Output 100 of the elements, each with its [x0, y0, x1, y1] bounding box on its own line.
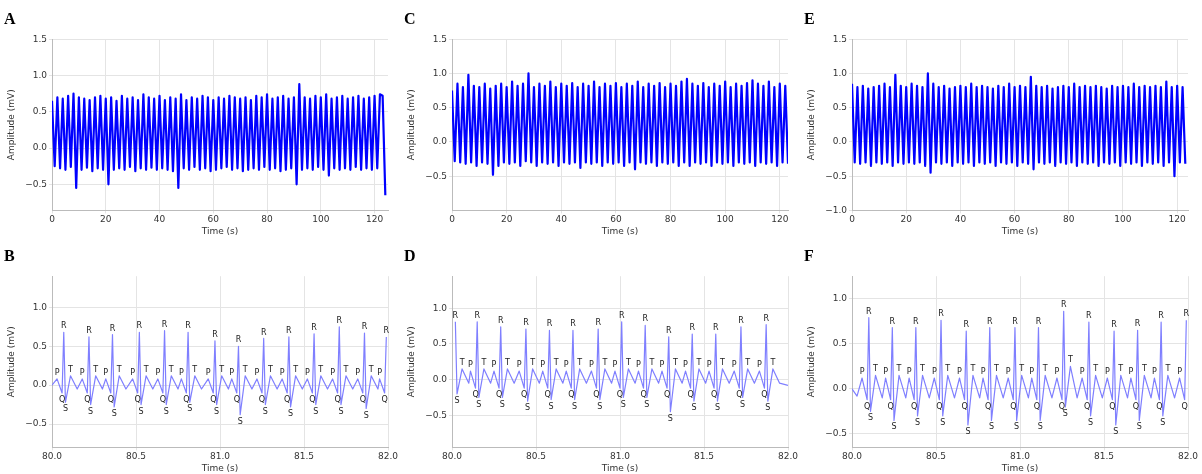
annotation: R [235, 335, 242, 345]
x-tick-label: 81.5 [293, 451, 315, 462]
y-tick-label: 1.0 [432, 67, 448, 78]
annotation: P [178, 368, 184, 377]
x-tick-label: 0 [49, 214, 56, 225]
annotation: P [589, 360, 595, 370]
y-tick-label: −0.5 [425, 409, 447, 420]
annotation: R [913, 316, 920, 326]
annotation: P [636, 360, 642, 370]
annotation: P [377, 368, 383, 377]
y-tick-label: 0.0 [32, 379, 48, 390]
annotation: R [286, 325, 293, 335]
annotation: R [336, 315, 343, 325]
annotation: T [1018, 364, 1025, 374]
annotation: P [859, 367, 865, 377]
annotation: R [311, 322, 318, 332]
y-axis-title: Amplitude (mV) [5, 89, 16, 161]
annotation: Q [1010, 401, 1017, 411]
annotation: R [986, 316, 993, 326]
y-tick-label: 1.0 [832, 293, 848, 304]
y-tick-label: −0.5 [825, 170, 847, 181]
annotation: T [648, 358, 655, 368]
annotation: P [931, 367, 937, 377]
y-tick-label: 1.0 [32, 301, 48, 312]
x-tick-label: 80 [1063, 214, 1075, 225]
annotation: P [563, 360, 569, 370]
annotation: S [714, 403, 720, 413]
annotation: S [667, 413, 673, 423]
annotation: Q [495, 390, 503, 400]
annotation: S [940, 417, 946, 427]
annotation: Q [616, 390, 624, 400]
annotation: R [689, 323, 696, 333]
annotation: R [889, 316, 896, 326]
annotation: R [763, 313, 770, 323]
y-tick-label: 0.0 [32, 142, 48, 153]
x-tick-label: 82.0 [377, 451, 399, 462]
annotation: T [218, 364, 225, 374]
annotation: R [1035, 316, 1042, 326]
annotation: R [963, 320, 970, 330]
x-tick-label: 60 [207, 214, 220, 225]
annotation: S [262, 406, 268, 416]
annotation: P [957, 367, 963, 377]
x-axis-title: Time (s) [600, 225, 639, 236]
annotation: P [1104, 367, 1110, 377]
x-tick-label: 60 [1008, 214, 1021, 225]
annotation: R [1158, 311, 1165, 321]
annotation: S [620, 399, 626, 409]
x-tick-label: 81.0 [609, 451, 631, 462]
annotation: T [1164, 364, 1171, 374]
annotation: S [548, 401, 554, 411]
annotation: S [1014, 422, 1020, 432]
annotation: T [624, 358, 631, 368]
y-axis-title: Amplitude (mV) [405, 326, 416, 398]
annotation: P [612, 360, 618, 370]
chart-title: A [4, 9, 16, 27]
annotation: T [367, 364, 374, 374]
annotation: S [572, 401, 578, 411]
annotation: S [740, 399, 746, 409]
x-axis-title: Time (s) [200, 462, 239, 473]
annotation: T [944, 364, 951, 374]
annotation: P [468, 360, 474, 370]
y-tick-label: −0.5 [825, 428, 847, 439]
annotation: P [79, 368, 85, 377]
annotation: T [576, 358, 583, 368]
annotation: R [136, 321, 143, 331]
x-tick-label: 80 [261, 214, 274, 225]
annotation: Q [568, 390, 575, 400]
x-tick-label: 100 [716, 214, 735, 225]
annotation: P [355, 368, 361, 377]
annotation: T [1092, 364, 1099, 374]
annotation: Q [472, 390, 479, 400]
annotation: S [914, 417, 921, 427]
x-tick-label: 81.0 [1009, 451, 1031, 462]
annotation: Q [258, 395, 266, 405]
annotation: R [474, 310, 481, 320]
annotation: Q [736, 390, 743, 400]
annotation: T [552, 358, 559, 368]
annotation: Q [1109, 401, 1116, 411]
annotation: T [266, 364, 273, 374]
annotation: T [241, 364, 248, 374]
annotation: Q [863, 401, 871, 411]
annotation: R [185, 321, 192, 331]
x-axis-title: Time (s) [600, 462, 639, 473]
annotation: P [205, 368, 211, 377]
annotation: R [452, 310, 459, 320]
annotation: P [540, 360, 546, 370]
annotation: S [288, 409, 294, 419]
annotation: T [167, 364, 174, 374]
annotation: R [1111, 320, 1118, 330]
annotation: R [383, 325, 390, 335]
annotation: P [659, 360, 665, 370]
annotation: P [330, 368, 336, 377]
annotation: T [969, 364, 976, 374]
annotation: T [919, 364, 926, 374]
y-tick-label: 1.5 [432, 33, 447, 44]
annotation: Q [640, 390, 647, 400]
annotation: R [86, 325, 93, 335]
annotation: Q [1132, 401, 1140, 411]
y-tick-label: −0.5 [25, 178, 47, 189]
annotation: P [731, 360, 737, 370]
